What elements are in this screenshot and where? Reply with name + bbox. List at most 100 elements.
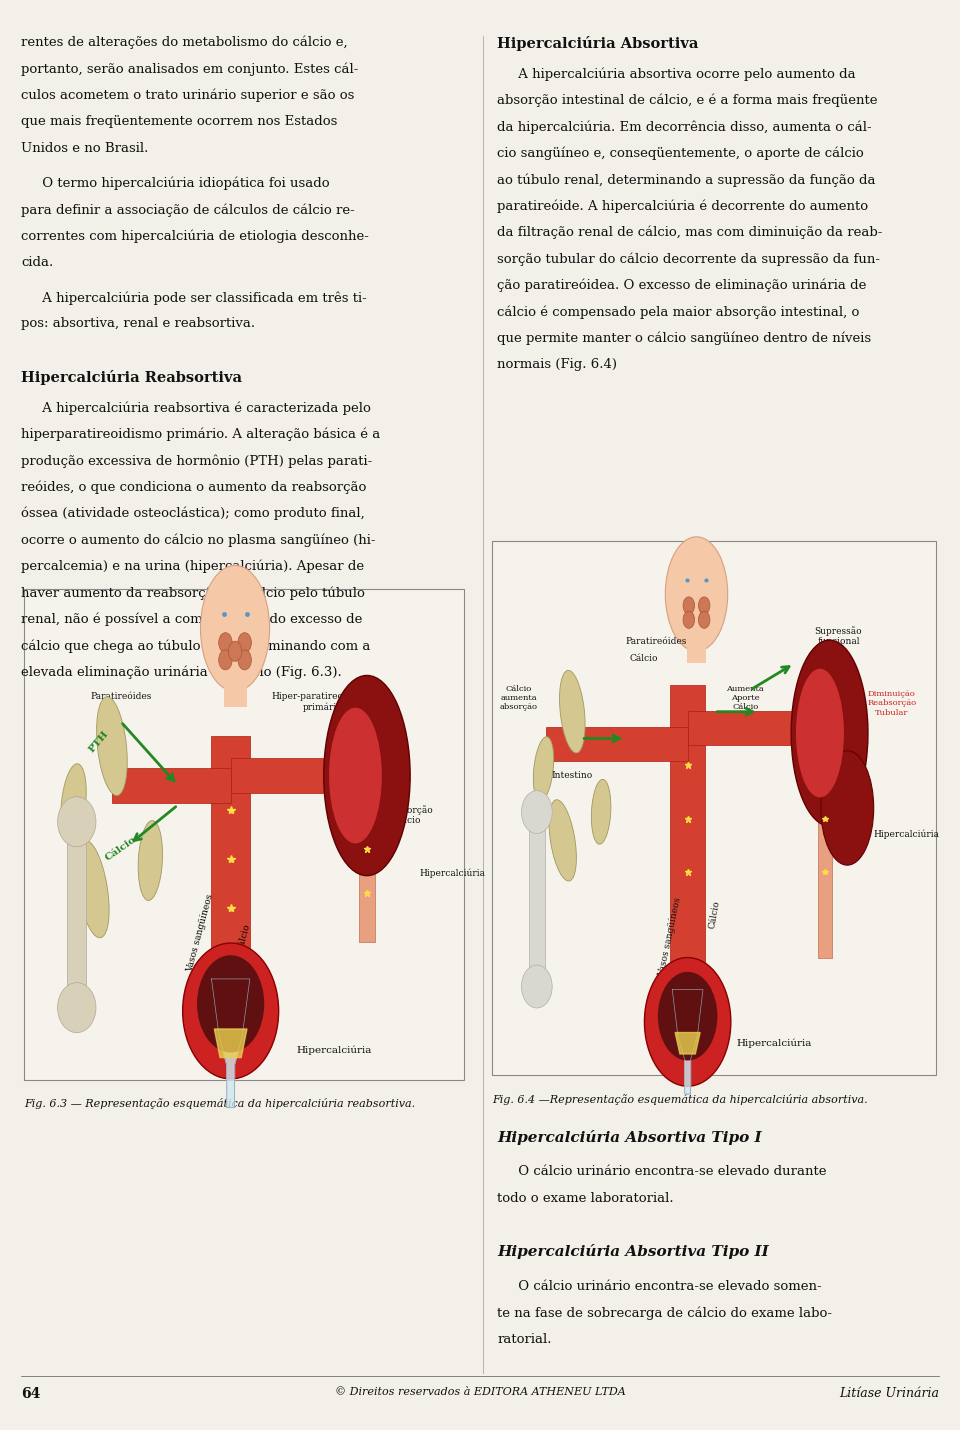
Ellipse shape: [97, 696, 128, 795]
Text: Litíase Urinária: Litíase Urinária: [839, 1387, 939, 1400]
Text: haver aumento da reabsorção do cálcio pelo túbulo: haver aumento da reabsorção do cálcio pe…: [21, 586, 365, 599]
Circle shape: [684, 611, 695, 628]
Bar: [24, 589, 464, 1080]
Ellipse shape: [197, 955, 264, 1052]
Bar: [687, 711, 812, 745]
Circle shape: [219, 632, 232, 652]
Ellipse shape: [58, 797, 96, 847]
Circle shape: [238, 632, 252, 652]
Text: rentes de alterações do metabolismo do cálcio e,: rentes de alterações do metabolismo do c…: [21, 36, 348, 49]
Text: Cálcio: Cálcio: [708, 899, 721, 930]
Bar: [211, 736, 250, 991]
Text: Hiper-paratireoidismo
primário: Hiper-paratireoidismo primário: [272, 692, 374, 712]
Text: paratireóide. A hipercalciúria é decorrente do aumento: paratireóide. A hipercalciúria é decorre…: [497, 199, 869, 213]
Text: para definir a associação de cálculos de cálcio re-: para definir a associação de cálculos de…: [21, 203, 355, 216]
Ellipse shape: [821, 751, 874, 865]
Text: óssea (atividade osteoclástica); como produto final,: óssea (atividade osteoclástica); como pr…: [21, 506, 365, 521]
Text: todo o exame laboratorial.: todo o exame laboratorial.: [497, 1193, 674, 1205]
Text: Fig. 6.3 — Representação esquemática da hipercalciúria reabsortiva.: Fig. 6.3 — Representação esquemática da …: [24, 1098, 415, 1110]
Ellipse shape: [560, 671, 585, 754]
Text: elevada eliminação urinária de cálcio (Fig. 6.3).: elevada eliminação urinária de cálcio (F…: [21, 665, 342, 679]
Text: © Direitos reservados à EDITORA ATHENEU LTDA: © Direitos reservados à EDITORA ATHENEU …: [335, 1387, 625, 1397]
Text: ao túbulo renal, determinando a supressão da função da: ao túbulo renal, determinando a supressã…: [497, 173, 876, 186]
Text: Cálcio
aumenta
absorção: Cálcio aumenta absorção: [500, 685, 539, 711]
Text: PTH: PTH: [87, 728, 110, 754]
Text: cio sangüíneo e, conseqüentemente, o aporte de cálcio: cio sangüíneo e, conseqüentemente, o apo…: [497, 146, 864, 160]
Polygon shape: [214, 1030, 247, 1058]
Text: Vasos sangüíneos: Vasos sangüíneos: [657, 897, 683, 977]
Text: cálcio é compensado pela maior absorção intestinal, o: cálcio é compensado pela maior absorção …: [497, 305, 859, 319]
Text: da filtração renal de cálcio, mas com diminuição da reab-: da filtração renal de cálcio, mas com di…: [497, 226, 882, 239]
Text: Hipercalciúria: Hipercalciúria: [736, 1038, 812, 1048]
Text: A hipercalciúria pode ser classificada em três ti-: A hipercalciúria pode ser classificada e…: [21, 290, 367, 305]
Ellipse shape: [329, 708, 382, 844]
Text: normais (Fig. 6.4): normais (Fig. 6.4): [497, 358, 617, 372]
Text: que permite manter o cálcio sangüíneo dentro de níveis: que permite manter o cálcio sangüíneo de…: [497, 332, 872, 345]
Ellipse shape: [591, 779, 611, 844]
Bar: [359, 825, 374, 942]
Text: Cálcio: Cálcio: [236, 922, 252, 952]
Polygon shape: [211, 980, 250, 1108]
Circle shape: [699, 611, 710, 628]
Bar: [67, 822, 86, 1008]
Ellipse shape: [58, 982, 96, 1032]
Text: hiperparatireoidismo primário. A alteração básica é a: hiperparatireoidismo primário. A alteraç…: [21, 428, 380, 440]
Text: Unidos e no Brasil.: Unidos e no Brasil.: [21, 142, 149, 154]
Bar: [670, 685, 705, 1011]
Text: O cálcio urinário encontra-se elevado durante: O cálcio urinário encontra-se elevado du…: [497, 1165, 827, 1178]
Circle shape: [219, 649, 232, 669]
Ellipse shape: [658, 972, 717, 1061]
Text: Aumenta
Aporte
Cálcio: Aumenta Aporte Cálcio: [727, 685, 764, 711]
Bar: [112, 768, 230, 802]
Bar: [219, 967, 242, 990]
Text: absorção intestinal de cálcio, e é a forma mais freqüente: absorção intestinal de cálcio, e é a for…: [497, 94, 877, 107]
Text: Cálcio: Cálcio: [104, 835, 138, 864]
Ellipse shape: [60, 764, 86, 842]
Text: A hipercalciúria absortiva ocorre pelo aumento da: A hipercalciúria absortiva ocorre pelo a…: [497, 67, 856, 80]
Ellipse shape: [138, 821, 162, 901]
Text: reóides, o que condiciona o aumento da reabsorção: reóides, o que condiciona o aumento da r…: [21, 480, 367, 493]
Ellipse shape: [521, 965, 552, 1008]
Text: renal, não é possível a compensação do excesso de: renal, não é possível a compensação do e…: [21, 612, 363, 626]
Ellipse shape: [521, 791, 552, 834]
Ellipse shape: [201, 565, 270, 691]
Text: cida.: cida.: [21, 256, 54, 269]
Text: Hipercalciúria: Hipercalciúria: [874, 829, 940, 839]
Text: pos: absortiva, renal e reabsortiva.: pos: absortiva, renal e reabsortiva.: [21, 317, 255, 330]
Text: O termo hipercalciúria idiopática foi usado: O termo hipercalciúria idiopática foi us…: [21, 176, 329, 190]
Ellipse shape: [644, 958, 731, 1087]
Text: Cálcio: Cálcio: [629, 654, 658, 662]
Ellipse shape: [182, 942, 278, 1078]
Ellipse shape: [549, 799, 576, 881]
Circle shape: [238, 649, 252, 669]
Text: cálcio que chega ao túbulo renal, culminando com a: cálcio que chega ao túbulo renal, culmin…: [21, 639, 371, 652]
Ellipse shape: [534, 736, 554, 801]
Ellipse shape: [796, 669, 844, 798]
Circle shape: [228, 641, 242, 661]
Text: Hipercalciúria Absortiva: Hipercalciúria Absortiva: [497, 36, 699, 50]
Bar: [687, 619, 707, 662]
Text: Hipercalciúria: Hipercalciúria: [297, 1045, 372, 1055]
Text: Reabsorção
Cálcio: Reabsorção Cálcio: [379, 805, 433, 825]
Text: ção paratireóidea. O excesso de eliminação urinária de: ção paratireóidea. O excesso de eliminaç…: [497, 279, 867, 292]
Text: culos acometem o trato urinário superior e são os: culos acometem o trato urinário superior…: [21, 89, 354, 102]
Text: produção excessiva de hormônio (PTH) pelas parati-: produção excessiva de hormônio (PTH) pel…: [21, 453, 372, 468]
Text: que mais freqüentemente ocorrem nos Estados: que mais freqüentemente ocorrem nos Esta…: [21, 114, 338, 129]
Polygon shape: [675, 1032, 700, 1054]
Text: Intestino: Intestino: [552, 771, 593, 781]
Text: 64: 64: [21, 1387, 40, 1401]
Ellipse shape: [324, 675, 410, 875]
Text: da hipercalciúria. Em decorrência disso, aumenta o cál-: da hipercalciúria. Em decorrência disso,…: [497, 120, 872, 133]
Circle shape: [684, 596, 695, 613]
Polygon shape: [672, 990, 703, 1094]
Text: ratorial.: ratorial.: [497, 1333, 552, 1346]
Text: Supressão
funcional: Supressão funcional: [815, 626, 862, 646]
Text: correntes com hipercalciúria de etiologia desconhe-: correntes com hipercalciúria de etiologi…: [21, 229, 369, 243]
Text: te na fase de sobrecarga de cálcio do exame labo-: te na fase de sobrecarga de cálcio do ex…: [497, 1307, 832, 1320]
Text: Hipercalciúria Reabsortiva: Hipercalciúria Reabsortiva: [21, 369, 242, 385]
Circle shape: [699, 596, 710, 613]
Text: Hipercalciúria: Hipercalciúria: [420, 869, 486, 878]
Ellipse shape: [665, 536, 728, 651]
Bar: [529, 815, 544, 987]
Text: Diminuição
Reabsorção
Tubular: Diminuição Reabsorção Tubular: [867, 691, 916, 716]
